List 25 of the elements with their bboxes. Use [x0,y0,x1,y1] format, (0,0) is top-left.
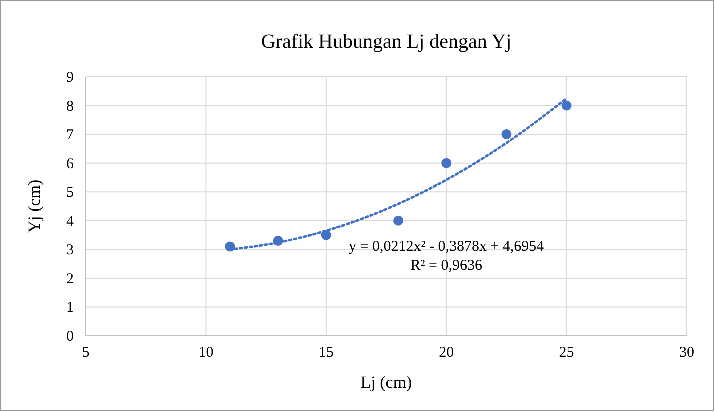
y-tick-label: 4 [66,214,74,230]
y-tick-label: 9 [66,70,74,86]
chart-title: Grafik Hubungan Lj dengan Yj [261,31,512,53]
annotation: R² = 0,9636 [410,258,483,274]
y-tick-label: 2 [66,271,74,288]
y-tick-label: 8 [66,98,74,115]
x-tick-label: 25 [559,345,574,361]
y-tick-label: 3 [66,242,74,259]
y-tick-label: 1 [66,300,74,316]
x-tick-label: 20 [439,345,454,361]
point [442,158,452,168]
x-tick-label: 15 [318,345,334,361]
x-tick-label: 30 [680,345,694,361]
y-tick-label: 6 [66,156,74,172]
x-axis-title: Lj (cm) [360,373,412,392]
y-tick-label: 7 [66,128,74,144]
y-axis-title: Yj (cm) [25,180,44,234]
point [562,100,572,111]
point [394,216,404,226]
x-tick-label: 5 [82,345,90,361]
y-tick-label: 0 [66,329,74,345]
point [502,130,512,140]
y-tick-label: 5 [66,185,74,202]
annotation: y = 0,0212x² - 0,3878x + 4,6954 [349,239,545,256]
x-tick-label: 10 [198,345,214,361]
